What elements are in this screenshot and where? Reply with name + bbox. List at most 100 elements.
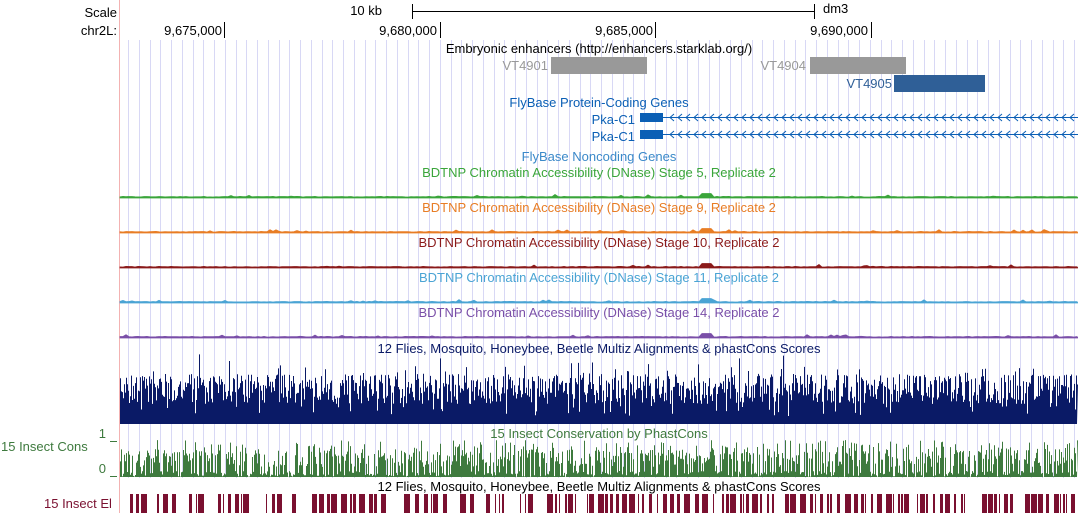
enhancer-label-vt4905[interactable]: VT4905 — [846, 76, 892, 91]
enhancer-block-vt4901 — [551, 57, 647, 74]
gene-label-pka-c1[interactable]: Pka-C1 — [591, 112, 635, 127]
conserved-element — [898, 494, 900, 513]
conserved-element — [785, 494, 789, 513]
conserved-element — [743, 494, 744, 513]
multiz-track-title-2: 12 Flies, Mosquito, Honeybee, Beetle Mul… — [377, 479, 821, 494]
base-position-label: 9,675,000 — [164, 23, 222, 38]
conserved-element — [854, 494, 858, 513]
conserved-element — [568, 494, 573, 513]
conserved-element — [605, 494, 608, 513]
dnase-signal — [119, 298, 1078, 304]
conserved-element — [520, 494, 521, 513]
conserved-element — [499, 494, 500, 513]
conserved-element — [649, 494, 652, 513]
conserved-element — [218, 494, 221, 513]
conserved-element — [999, 494, 1000, 513]
conserved-element — [277, 494, 282, 513]
conserved-element — [940, 494, 943, 513]
conservation-track-title: 15 Insect Conservation by PhastCons — [490, 426, 708, 441]
conserved-element — [486, 494, 490, 513]
enhancer-block-vt4905 — [894, 75, 985, 92]
conserved-element — [1010, 494, 1013, 513]
conserved-element — [1046, 494, 1049, 513]
conserved-element — [359, 494, 365, 513]
dnase-signal — [119, 193, 1078, 199]
conserved-element — [528, 494, 533, 513]
dnase-track-title: BDTNP Chromatin Accessibility (DNase) St… — [418, 270, 780, 285]
conserved-element — [266, 494, 267, 513]
enhancer-block-vt4904 — [810, 57, 906, 74]
conserved-element — [312, 494, 317, 513]
assembly-label: dm3 — [823, 1, 849, 16]
enhancer-label-vt4904[interactable]: VT4904 — [760, 58, 806, 73]
conserved-element — [961, 494, 963, 513]
multiz-wiggle — [120, 354, 1078, 424]
conserved-element — [790, 494, 796, 513]
conserved-element — [1004, 494, 1008, 513]
conserved-element — [525, 494, 526, 513]
conserved-element — [374, 494, 377, 513]
conserved-element — [460, 494, 466, 513]
conserved-element — [616, 494, 619, 513]
conserved-element — [772, 494, 774, 513]
conservation-bars — [120, 440, 1078, 477]
conserved-element — [163, 494, 168, 513]
conserved-element — [589, 494, 594, 513]
conserved-element — [587, 494, 588, 513]
conserved-element — [610, 494, 613, 513]
conserved-element — [886, 494, 892, 513]
conserved-element — [369, 494, 373, 513]
conserved-element — [677, 494, 680, 513]
conserved-element — [837, 494, 840, 513]
enhancer-track-title: Embryonic enhancers (http://enhancers.st… — [445, 41, 753, 56]
conserved-element — [241, 494, 242, 513]
conserved-element — [331, 494, 337, 513]
conserved-element — [722, 494, 724, 513]
conserved-element — [381, 494, 386, 513]
conservation-min-label: 0 — [98, 461, 106, 476]
conserved-element — [702, 494, 708, 513]
conserved-element — [443, 494, 447, 513]
conserved-element — [982, 494, 987, 513]
conserved-element — [926, 494, 928, 513]
conserved-element — [353, 494, 356, 513]
conserved-element — [495, 494, 496, 513]
enhancer-label-vt4901[interactable]: VT4901 — [502, 58, 548, 73]
conserved-element — [319, 494, 324, 513]
conserved-element — [559, 494, 560, 513]
gene-exon — [640, 130, 663, 139]
base-position-label: 9,680,000 — [379, 23, 437, 38]
conserved-element — [815, 494, 816, 513]
conserved-element — [663, 494, 667, 513]
chrom-label: chr2L: — [80, 23, 117, 38]
conserved-element — [800, 494, 806, 513]
conserved-element — [726, 494, 729, 513]
conserved-element — [865, 494, 866, 513]
conserved-element — [830, 494, 832, 513]
conserved-element — [820, 494, 823, 513]
conserved-element — [920, 494, 925, 513]
conserved-element — [657, 494, 658, 513]
conserved-element — [1060, 494, 1061, 513]
conserved-element — [598, 494, 604, 513]
conserved-element — [1025, 494, 1030, 513]
conserved-element — [157, 494, 159, 513]
conserved-element — [502, 494, 504, 513]
conserved-element — [136, 494, 139, 513]
base-position-label: 9,690,000 — [810, 23, 868, 38]
conserved-element — [810, 494, 813, 513]
conserved-element — [861, 494, 864, 513]
conserved-element — [198, 494, 204, 513]
multiz-track-title: 12 Flies, Mosquito, Honeybee, Beetle Mul… — [377, 341, 821, 356]
conserved-element — [341, 494, 347, 513]
conserved-element — [845, 494, 851, 513]
conserved-element — [415, 494, 419, 513]
gene-label-pka-c1[interactable]: Pka-C1 — [591, 129, 635, 144]
dnase-track-title: BDTNP Chromatin Accessibility (DNase) St… — [418, 235, 780, 250]
conserved-element — [827, 494, 829, 513]
conserved-element — [964, 494, 965, 513]
gene-exon — [640, 113, 663, 122]
conserved-element — [228, 494, 231, 513]
